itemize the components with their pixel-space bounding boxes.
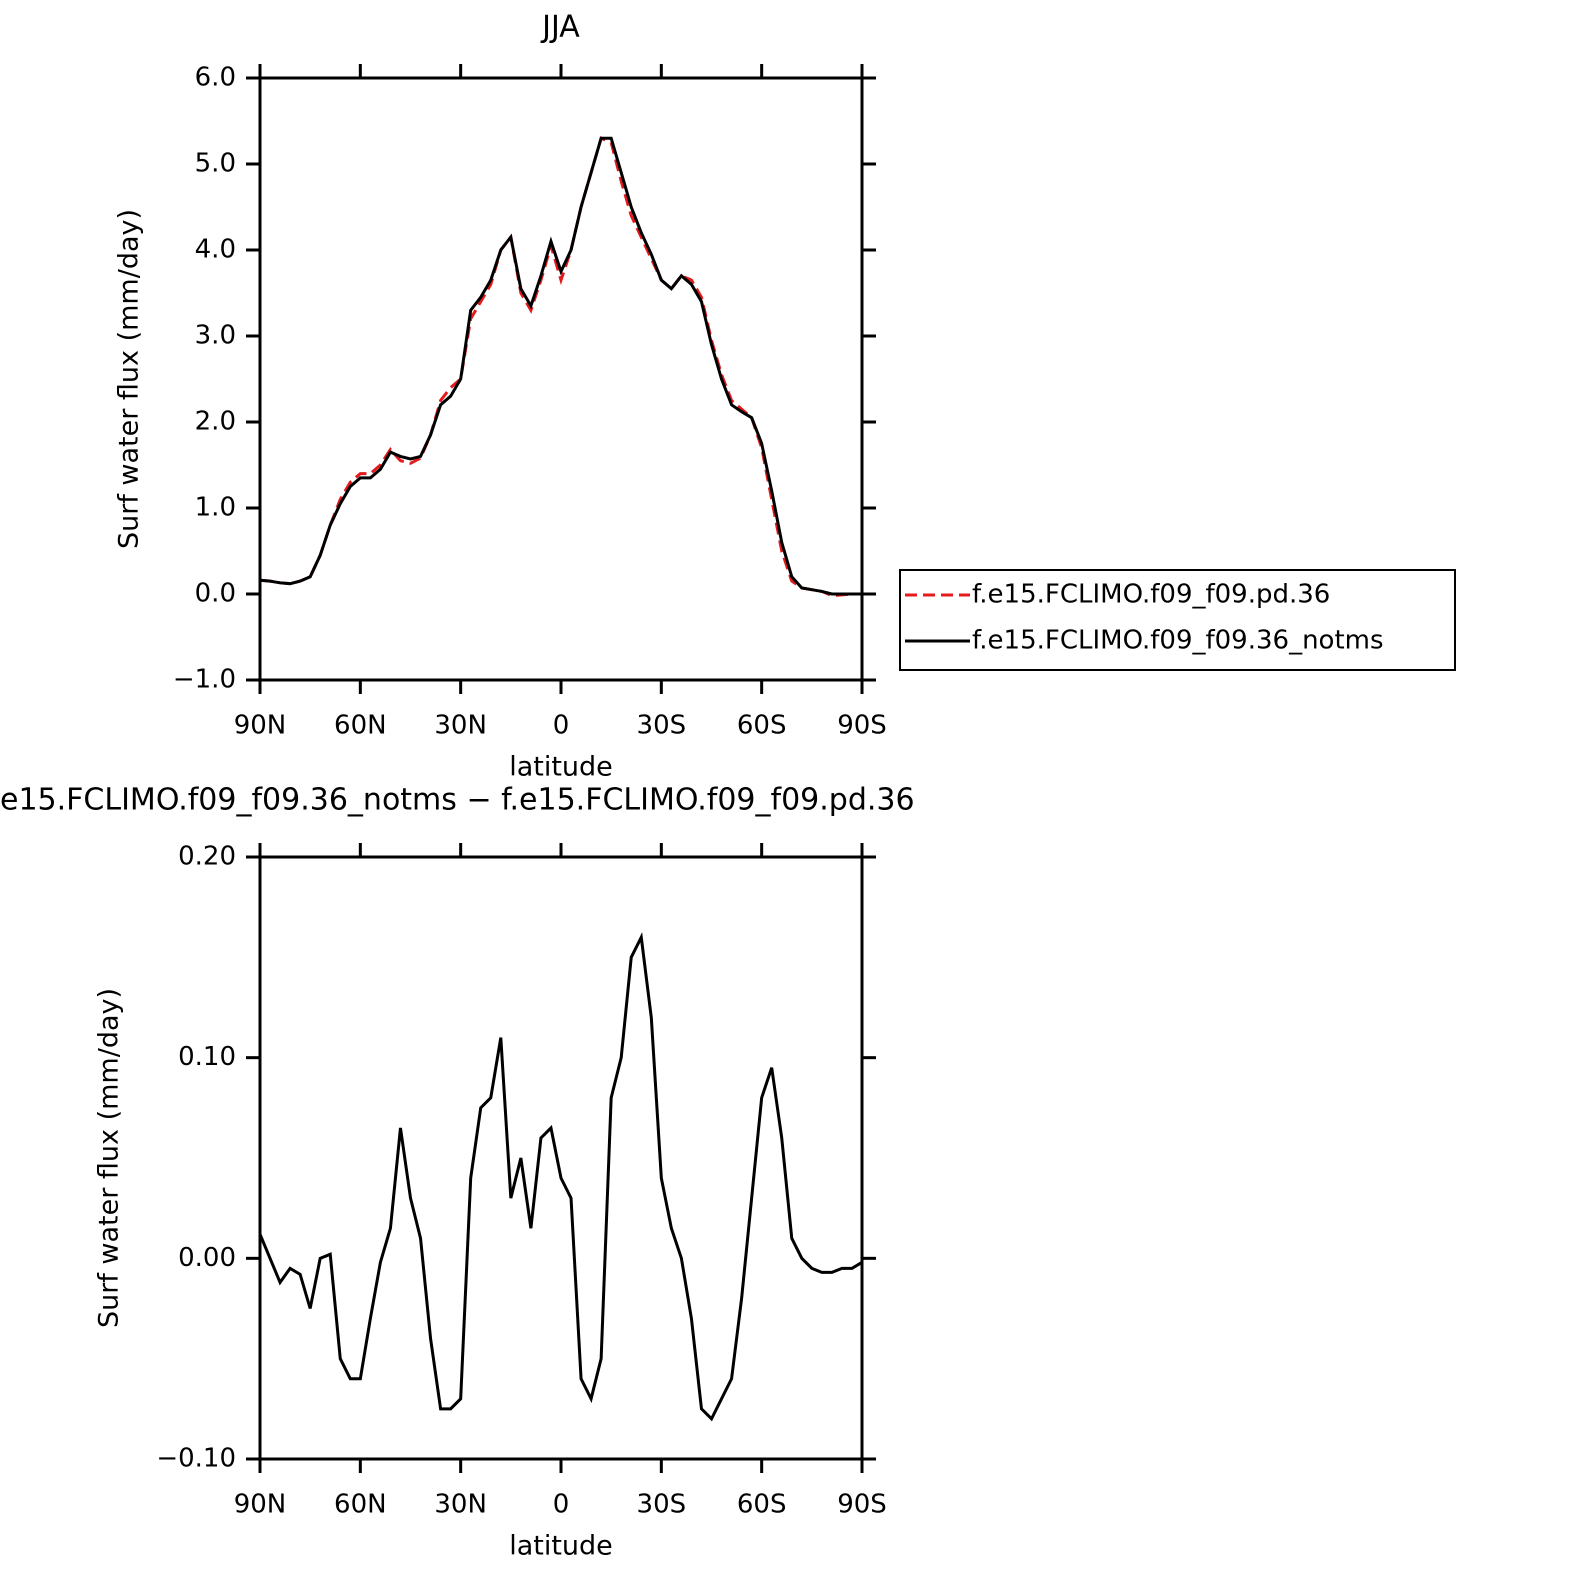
x-tick-label: 90S <box>837 1490 887 1520</box>
x-tick-label: 90N <box>234 1490 287 1520</box>
y-tick-label: 2.0 <box>195 407 236 437</box>
legend-label: f.e15.FCLIMO.f09_f09.pd.36 <box>972 580 1330 610</box>
y-tick-label: −0.10 <box>156 1444 236 1474</box>
y-tick-label: 4.0 <box>195 235 236 265</box>
y-axis-label: Surf water flux (mm/day) <box>114 209 145 549</box>
x-tick-label: 90N <box>234 711 287 741</box>
y-tick-label: −1.0 <box>173 665 236 695</box>
series-line <box>259 136 862 596</box>
series-line <box>258 932 863 1422</box>
legend-box <box>899 569 1456 671</box>
x-tick-label: 60N <box>334 711 387 741</box>
x-axis-label: latitude <box>509 752 613 783</box>
x-tick-label: 60S <box>737 711 787 741</box>
chart-title: e15.FCLIMO.f09_f09.36_notms − f.e15.FCLI… <box>0 783 915 818</box>
x-tick-label: 30S <box>637 711 687 741</box>
x-tick-label: 30S <box>637 1490 687 1520</box>
y-tick-label: 3.0 <box>195 321 236 351</box>
x-tick-label: 30N <box>434 711 487 741</box>
x-tick-label: 90S <box>837 711 887 741</box>
y-tick-label: 0.0 <box>195 579 236 609</box>
y-tick-label: 0.20 <box>178 842 236 872</box>
x-axis-label: latitude <box>509 1531 613 1562</box>
y-tick-label: 6.0 <box>195 63 236 93</box>
legend-label: f.e15.FCLIMO.f09_f09.36_notms <box>972 626 1384 656</box>
y-tick-label: 0.10 <box>178 1042 236 1072</box>
y-tick-label: 1.0 <box>195 493 236 523</box>
y-tick-label: 0.00 <box>178 1243 236 1273</box>
series-line <box>259 136 862 598</box>
chart-title: JJA <box>540 10 580 45</box>
plot-frame <box>258 855 864 1461</box>
x-tick-label: 0 <box>553 711 570 741</box>
y-axis-label: Surf water flux (mm/day) <box>94 988 125 1328</box>
x-tick-label: 60S <box>737 1490 787 1520</box>
y-tick-label: 5.0 <box>195 149 236 179</box>
x-tick-label: 30N <box>434 1490 487 1520</box>
plot-frame <box>258 76 864 682</box>
x-tick-label: 60N <box>334 1490 387 1520</box>
x-tick-label: 0 <box>553 1490 570 1520</box>
